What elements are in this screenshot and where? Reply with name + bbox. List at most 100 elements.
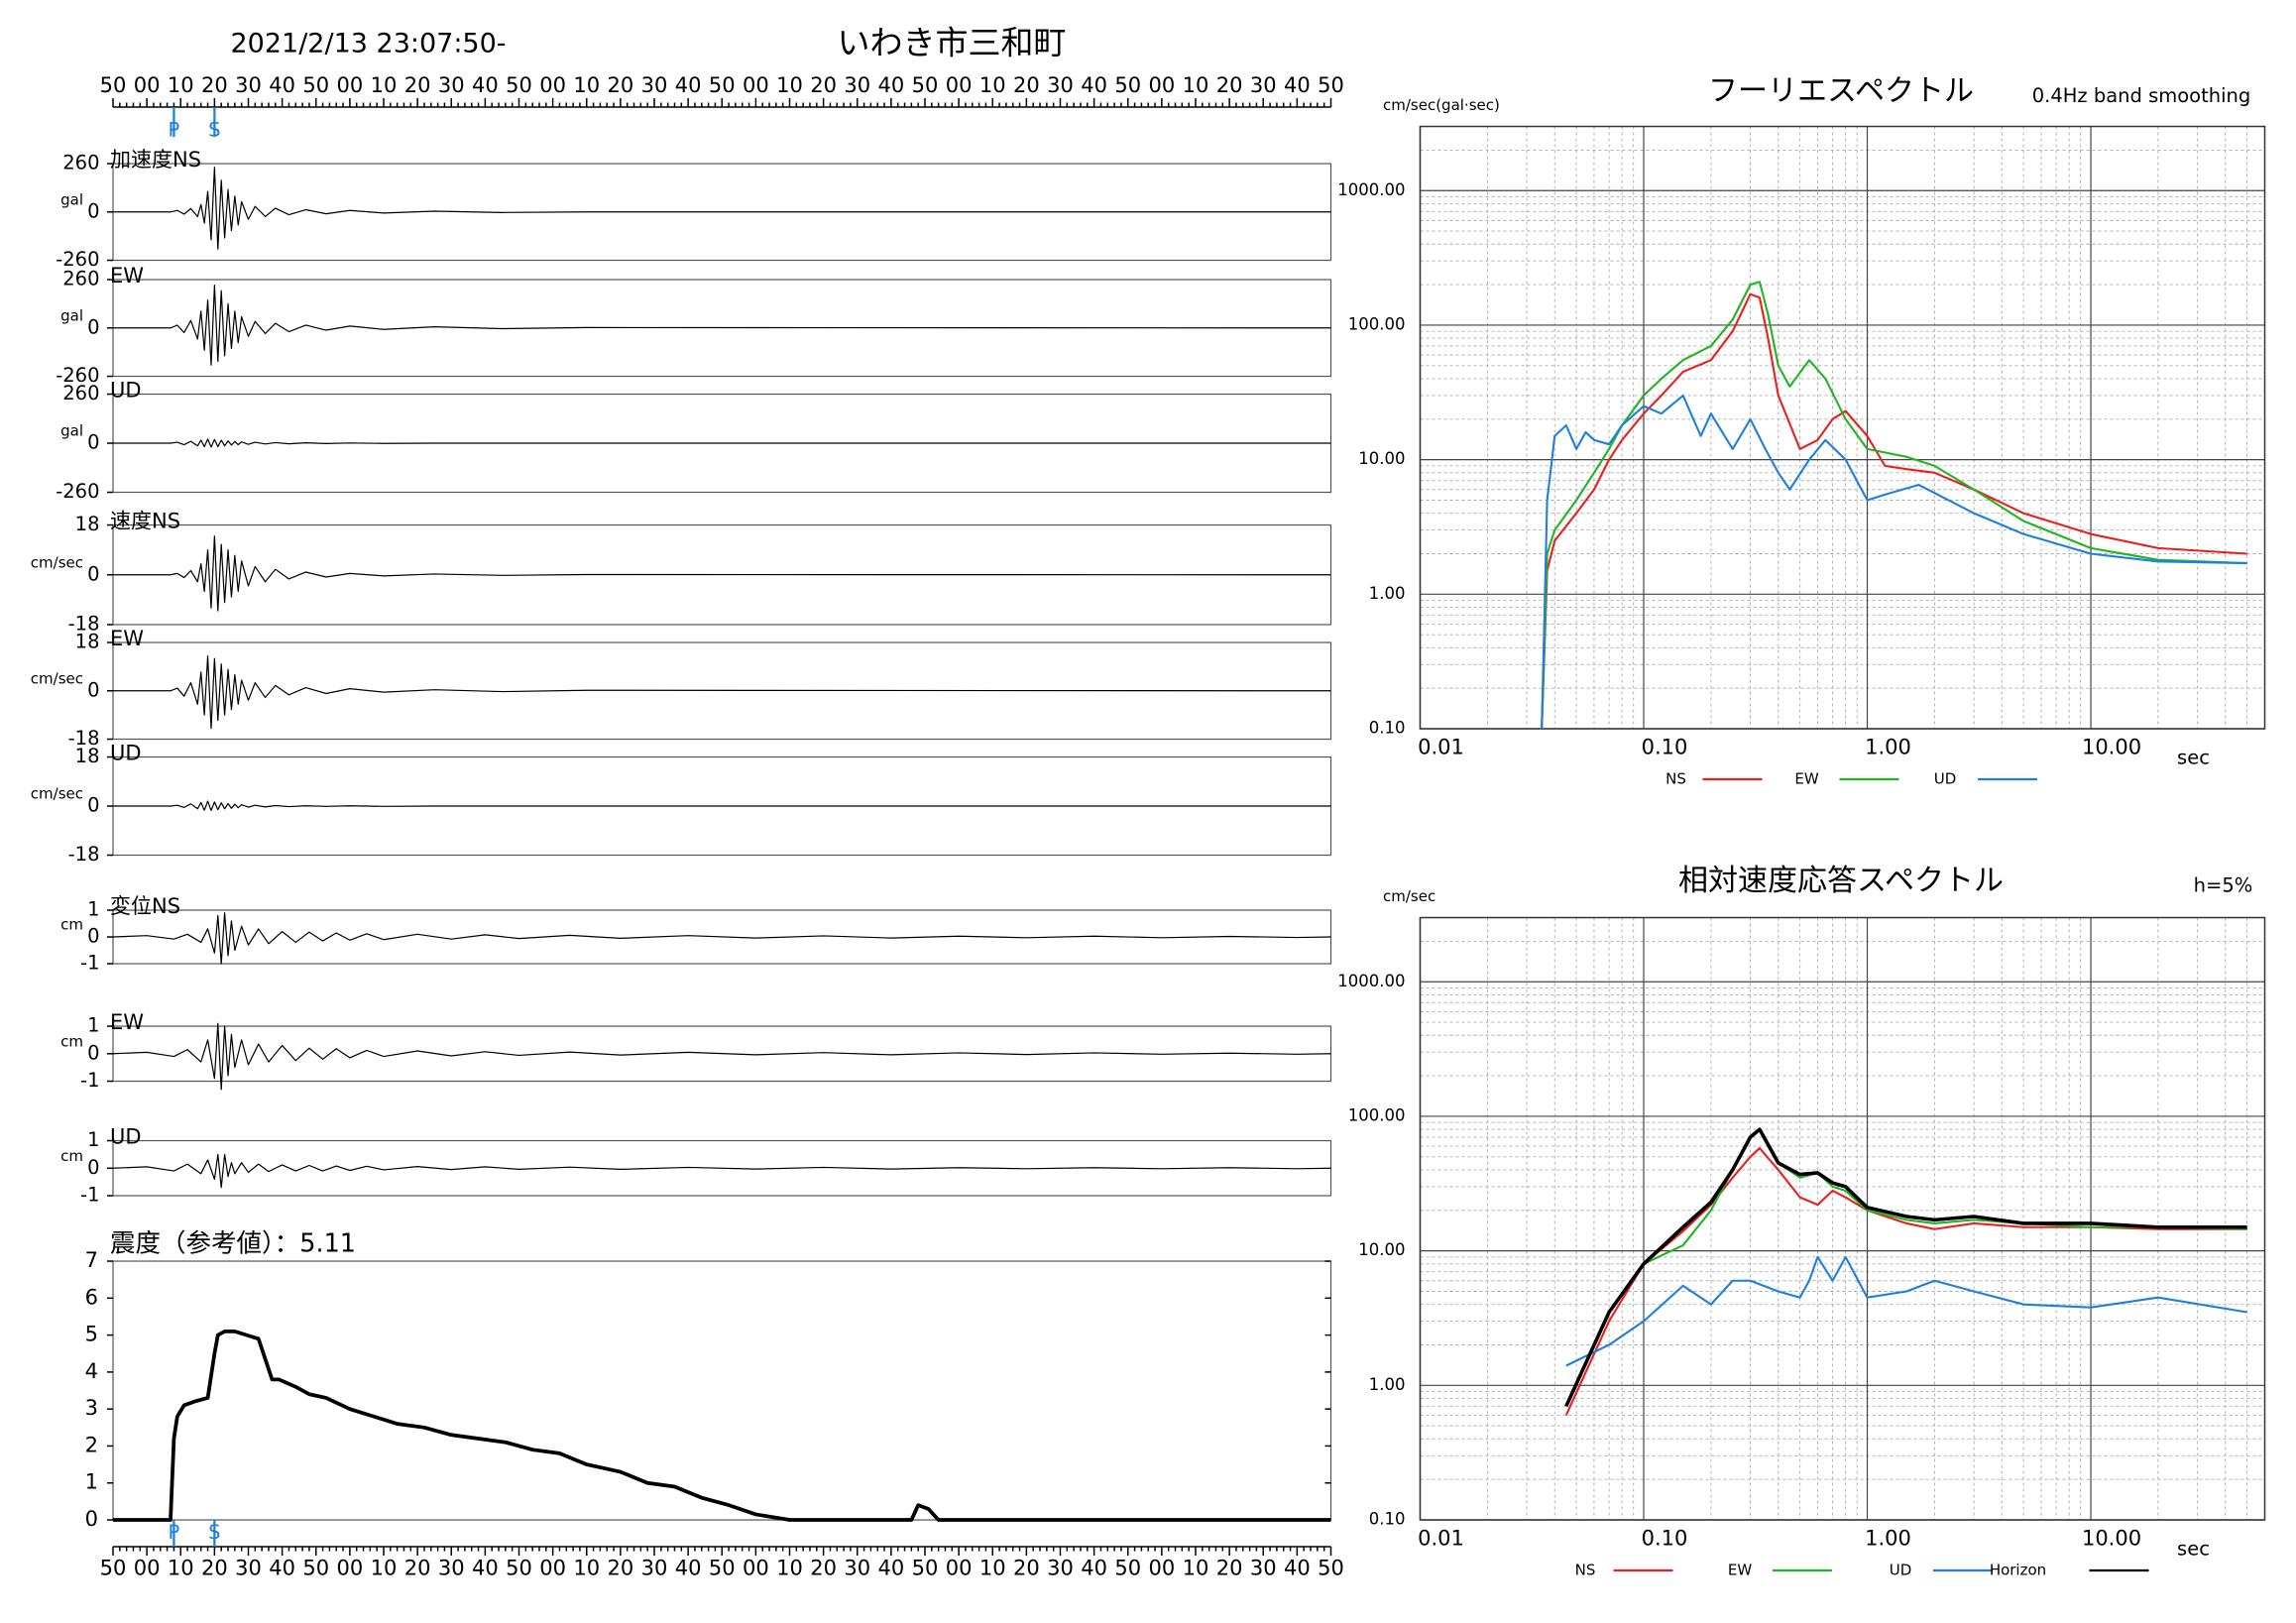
time-tick-label: 30 (844, 73, 870, 97)
time-tick-label: 10 (776, 73, 803, 97)
y-tick-label: 7 (85, 1248, 98, 1272)
legend-label: UD (1934, 770, 1957, 788)
y-tick-label: 0 (87, 794, 99, 817)
panel-label: 変位NS (110, 894, 180, 918)
time-tick-label: 00 (743, 73, 769, 97)
plot-frame (1419, 125, 2266, 730)
time-tick-label: 00 (134, 1557, 161, 1580)
time-tick-label: 40 (472, 1557, 499, 1580)
y-tick-label: 0 (87, 562, 99, 585)
y-tick-label: 0 (87, 199, 99, 222)
y-tick-label: 260 (62, 382, 99, 405)
time-tick-label: 50 (1318, 73, 1344, 97)
y-tick-label: 1000.00 (1337, 180, 1405, 199)
y-tick-label: 0 (87, 315, 99, 338)
time-tick-label: 50 (506, 73, 532, 97)
legend-label: UD (1890, 1562, 1912, 1579)
y-tick-label: 260 (62, 152, 99, 174)
time-tick-label: 50 (1114, 73, 1141, 97)
panel-unit: cm (60, 1032, 83, 1050)
chart-title: フーリエスペクトル (1708, 74, 1974, 109)
panel-label: 速度NS (110, 510, 180, 533)
time-tick-label: 00 (134, 73, 161, 97)
time-tick-label: 20 (608, 73, 634, 97)
y-tick-label: 10.00 (1358, 449, 1405, 468)
x-tick-label: 0.01 (1418, 1527, 1464, 1551)
time-tick-label: 50 (709, 1557, 736, 1580)
y-tick-label: 10.00 (1358, 1240, 1405, 1259)
chart-subtitle: h=5% (2194, 874, 2253, 897)
spectrum-line (1564, 1127, 2247, 1408)
time-tick-label: 30 (641, 73, 668, 97)
y-tick-label: 100.00 (1348, 314, 1406, 333)
y-tick-label: 18 (75, 631, 100, 653)
time-tick-label: 30 (235, 73, 262, 97)
intensity-line (113, 1329, 1331, 1522)
waveform (113, 800, 1331, 812)
time-tick-label: 00 (539, 1557, 566, 1580)
time-tick-label: 50 (1114, 1557, 1141, 1580)
time-tick-label: 00 (1149, 73, 1176, 97)
x-tick-label: 0.10 (1642, 736, 1688, 759)
y-tick-label: 3 (85, 1396, 98, 1420)
time-tick-label: 30 (1047, 1557, 1074, 1580)
y-tick-label: 100.00 (1348, 1105, 1406, 1124)
y-tick-label: -1 (80, 1184, 99, 1207)
time-tick-label: 10 (573, 1557, 600, 1580)
time-tick-label: 20 (1216, 73, 1243, 97)
time-tick-label: 40 (269, 1557, 295, 1580)
plot-frame (1419, 916, 2266, 1521)
y-tick-label: -1 (80, 1069, 99, 1092)
y-tick-label: 1 (87, 1014, 99, 1037)
waveform (113, 167, 1331, 250)
x-tick-label: 10.00 (2082, 736, 2141, 759)
time-tick-label: 30 (438, 1557, 465, 1580)
time-tick-label: 20 (201, 73, 228, 97)
y-tick-label: 18 (75, 513, 100, 535)
time-tick-label: 10 (371, 1557, 398, 1580)
time-tick-label: 40 (472, 73, 499, 97)
waveform (113, 438, 1331, 448)
time-tick-label: 30 (844, 1557, 870, 1580)
y-tick-label: -18 (68, 727, 100, 750)
y-tick-label: 1 (87, 1128, 99, 1151)
y-tick-label: 5 (85, 1323, 98, 1346)
report-time: 2021/2/13 23:07:50- (231, 29, 507, 59)
time-tick-label: 50 (709, 73, 736, 97)
time-tick-label: 00 (743, 1557, 769, 1580)
time-tick-label: 10 (371, 73, 398, 97)
panel-unit: cm/sec (31, 669, 83, 687)
panel-label: EW (110, 627, 144, 650)
time-tick-label: 20 (810, 1557, 837, 1580)
y-tick-label: 1 (85, 1470, 98, 1494)
legend-label: EW (1794, 770, 1818, 788)
panel-unit: gal (60, 422, 83, 440)
intensity-title: 震度（参考値）：5.11 (110, 1229, 356, 1259)
x-tick-label: 1.00 (1865, 736, 1911, 759)
panel-label: UD (110, 1125, 142, 1149)
legend-label: NS (1575, 1562, 1596, 1579)
time-tick-label: 50 (912, 1557, 939, 1580)
waveform (113, 654, 1331, 730)
panel-label: EW (110, 264, 144, 288)
time-tick-label: 10 (168, 1557, 194, 1580)
intensity-frame (112, 1260, 1332, 1521)
y-tick-label: -1 (80, 952, 99, 975)
spectrum-line (1564, 1128, 2247, 1407)
time-tick-label: 30 (1250, 1557, 1277, 1580)
waveform (112, 1153, 1331, 1189)
time-tick-label: 00 (1149, 1557, 1176, 1580)
legend-label: NS (1665, 770, 1686, 788)
x-axis-label: sec (2177, 1538, 2210, 1561)
panel-unit: gal (60, 190, 83, 208)
time-tick-label: 00 (539, 73, 566, 97)
time-tick-label: 00 (946, 1557, 973, 1580)
y-tick-label: 0 (87, 1156, 99, 1179)
x-axis-label: sec (2177, 747, 2210, 769)
y-tick-label: 4 (85, 1359, 98, 1383)
spectrum-line (1564, 1147, 2247, 1416)
time-tick-label: 50 (100, 73, 127, 97)
time-tick-label: 20 (404, 73, 431, 97)
time-tick-label: 10 (573, 73, 600, 97)
